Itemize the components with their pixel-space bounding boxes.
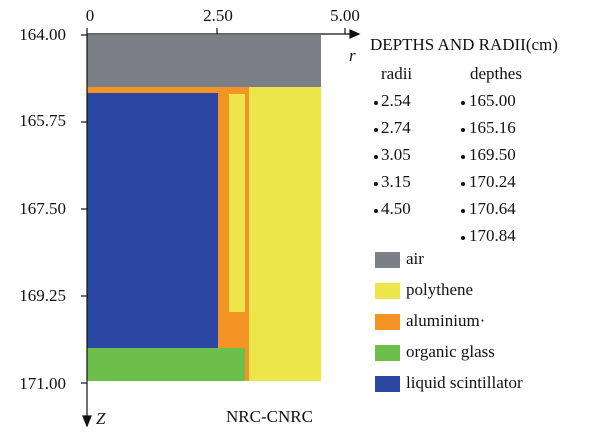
legend-label: polythene bbox=[406, 280, 473, 299]
y-arrow bbox=[82, 415, 92, 428]
x-tick-label: 0 bbox=[86, 6, 95, 25]
polythene-region bbox=[249, 87, 321, 381]
depth-value: 169.50 bbox=[469, 145, 516, 164]
bullet bbox=[374, 101, 378, 105]
radius-value: 3.15 bbox=[381, 172, 411, 191]
footer: NRC-CNRC bbox=[226, 407, 313, 426]
depths-header: depthes bbox=[470, 64, 522, 83]
legend-swatch bbox=[375, 376, 400, 392]
bullet bbox=[374, 182, 378, 186]
legend-swatch bbox=[375, 345, 400, 361]
radius-value: 2.74 bbox=[381, 118, 411, 137]
bullet bbox=[374, 155, 378, 159]
legend-label: aluminium· bbox=[406, 311, 485, 330]
legend-label: liquid scintillator bbox=[406, 373, 523, 392]
y-tick-label: 169.25 bbox=[19, 286, 66, 305]
legend-swatch bbox=[375, 314, 400, 330]
depth-value: 170.84 bbox=[469, 226, 516, 245]
y-tick-label: 171.00 bbox=[19, 374, 66, 393]
legend-swatch bbox=[375, 252, 400, 268]
scintillator-region bbox=[87, 93, 218, 348]
y-tick-label: 165.75 bbox=[19, 111, 66, 130]
bullet bbox=[461, 209, 465, 213]
y-axis-label: Z bbox=[96, 409, 106, 428]
depth-value: 170.24 bbox=[469, 172, 516, 191]
air-region bbox=[87, 35, 321, 87]
x-axis-label: r bbox=[349, 46, 356, 65]
depth-value: 170.64 bbox=[469, 199, 516, 218]
lists: 2.54 2.74 3.05 3.15 4.50 165.00 165.16 169.50 17… bbox=[374, 91, 523, 392]
radii-header: radii bbox=[381, 64, 412, 83]
bullet bbox=[461, 182, 465, 186]
bullet bbox=[461, 155, 465, 159]
x-arrow bbox=[349, 29, 361, 39]
x-tick-label: 5.00 bbox=[330, 6, 360, 25]
bullet bbox=[461, 236, 465, 240]
radius-value: 2.54 bbox=[381, 91, 411, 110]
legend-label: organic glass bbox=[406, 342, 495, 361]
bullet bbox=[374, 128, 378, 132]
y-tick-label: 164.00 bbox=[19, 25, 66, 44]
radius-value: 3.05 bbox=[381, 145, 411, 164]
legend-label: air bbox=[406, 249, 424, 268]
legend-swatch bbox=[375, 283, 400, 299]
depth-value: 165.16 bbox=[469, 118, 516, 137]
glass-region bbox=[87, 348, 245, 381]
polythene-strip bbox=[229, 94, 245, 312]
info-title: DEPTHS AND RADII(cm) bbox=[370, 35, 558, 54]
depth-value: 165.00 bbox=[469, 91, 516, 110]
y-tick-label: 167.50 bbox=[19, 199, 66, 218]
bullet bbox=[461, 101, 465, 105]
radius-value: 4.50 bbox=[381, 199, 411, 218]
bullet bbox=[374, 209, 378, 213]
geometry bbox=[87, 35, 321, 381]
bullet bbox=[461, 128, 465, 132]
x-tick-label: 2.50 bbox=[203, 6, 233, 25]
axes bbox=[81, 28, 361, 428]
